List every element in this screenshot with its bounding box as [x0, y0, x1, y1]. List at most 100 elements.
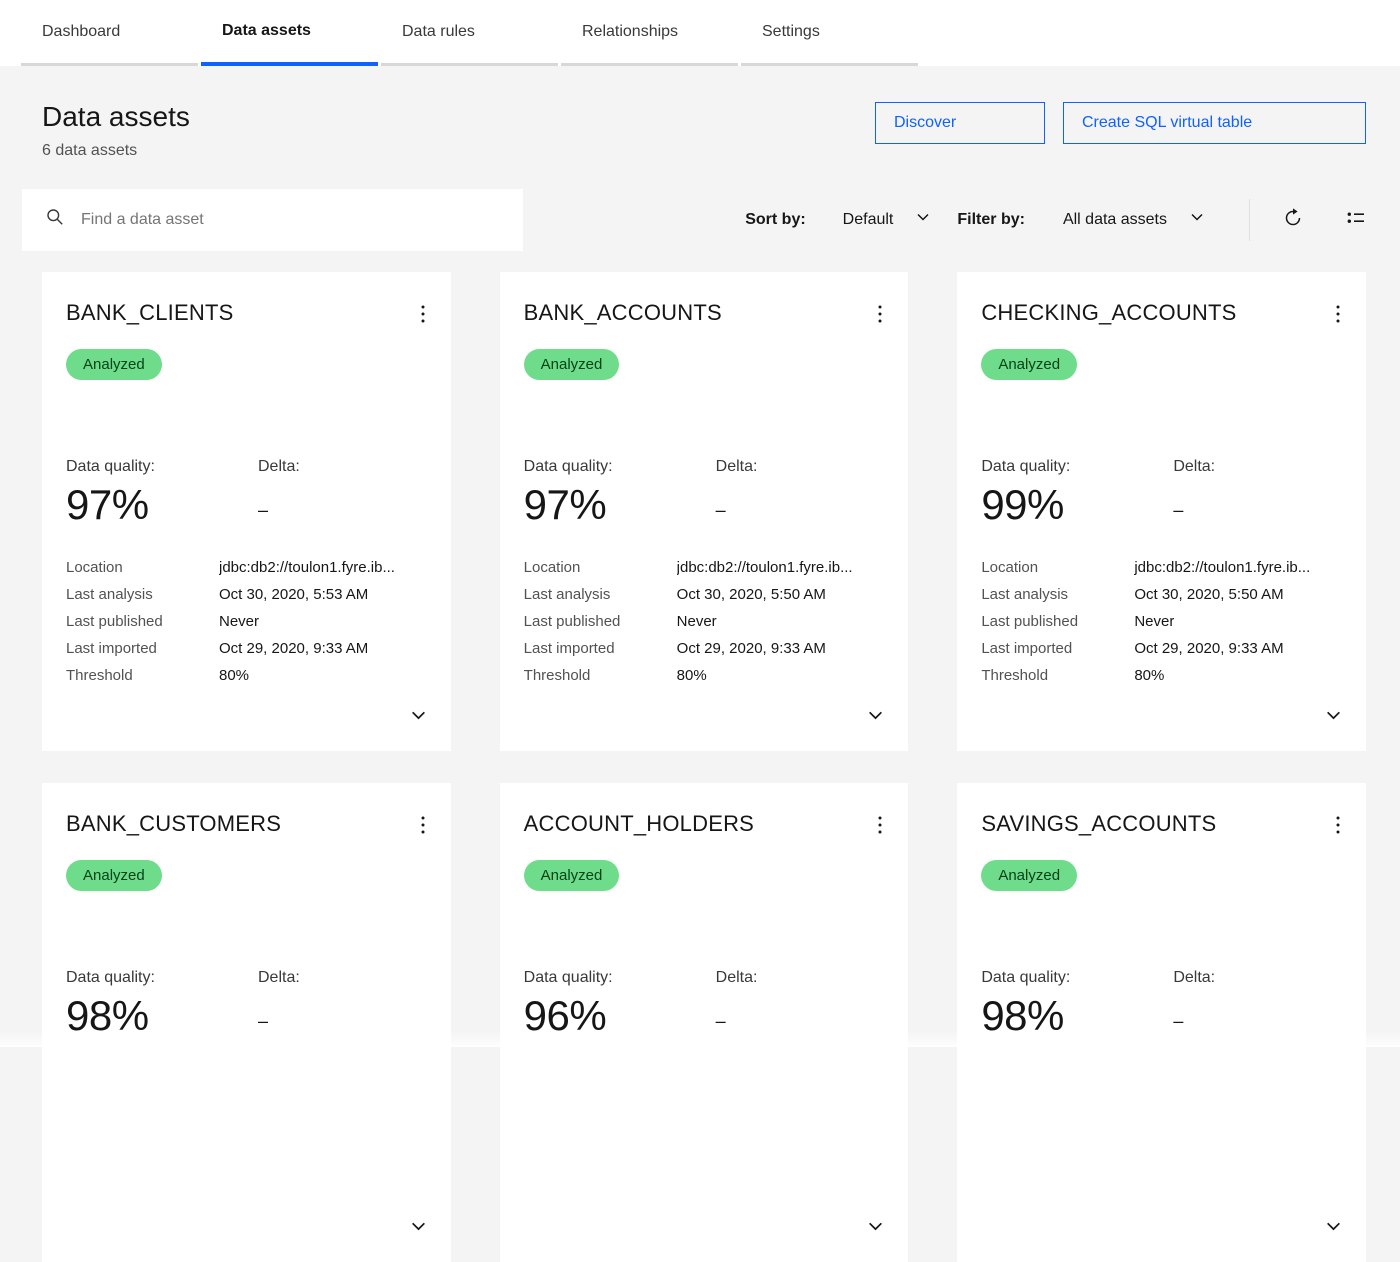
metadata-value: 80% [1134, 666, 1165, 684]
overflow-menu-icon [878, 305, 882, 327]
expand-card-button[interactable] [1323, 705, 1344, 729]
overflow-menu-icon [878, 816, 882, 838]
delta-value: – [1173, 1010, 1184, 1031]
tab-relationships[interactable]: Relationships [561, 0, 738, 66]
refresh-button[interactable] [1282, 207, 1304, 232]
delta-label: Delta: [1173, 968, 1216, 986]
discover-button[interactable]: Discover [875, 102, 1045, 144]
metadata-label: Last published [66, 612, 163, 630]
data-quality-value: 96% [523, 991, 607, 1039]
data-quality-block: Data quality: 98% [66, 969, 258, 1037]
data-quality-block: Data quality: 97% [524, 458, 716, 526]
data-quality-block: Data quality: 96% [524, 969, 716, 1037]
data-quality-label: Data quality: [523, 457, 613, 475]
metadata-row: Threshold 80% [981, 662, 1342, 689]
data-asset-card: BANK_ACCOUNTS Analyzed Data quality: 97 [499, 271, 909, 751]
data-quality-value: 99% [981, 480, 1064, 528]
tab-dashboard[interactable]: Dashboard [21, 0, 198, 66]
metadata-row: Last published Never [981, 608, 1342, 635]
metadata-label: Last analysis [981, 585, 1069, 603]
metadata-value: jdbc:db2://toulon1.fyre.ib... [1134, 558, 1311, 576]
expand-card-button[interactable] [408, 705, 429, 729]
delta-block: Delta: – [716, 458, 758, 526]
metadata-list: Location jdbc:db2://toulon1.fyre.ib... L… [981, 554, 1342, 689]
search-input[interactable] [79, 209, 507, 230]
metadata-row: Last published Never [524, 608, 885, 635]
header-actions: Discover Create SQL virtual table [875, 102, 1366, 144]
data-asset-name[interactable]: BANK_CUSTOMERS [66, 810, 282, 836]
data-asset-name[interactable]: CHECKING_ACCOUNTS [981, 299, 1237, 325]
overflow-menu-button[interactable] [876, 811, 884, 842]
data-quality-value: 97% [523, 480, 607, 528]
delta-block: Delta: – [1173, 969, 1215, 1037]
data-quality-label: Data quality: [66, 457, 155, 475]
list-view-toggle-button[interactable] [1346, 208, 1366, 231]
metadata-value: Oct 29, 2020, 9:33 AM [676, 639, 826, 657]
delta-block: Delta: – [258, 458, 300, 526]
metadata-row: Threshold 80% [524, 662, 885, 689]
metadata-list: Location jdbc:db2://toulon1.fyre.ib... L… [66, 554, 427, 689]
overflow-menu-icon [1336, 816, 1340, 838]
delta-label: Delta: [258, 457, 300, 475]
chevron-down-icon [410, 1222, 427, 1238]
status-badge: Analyzed [981, 348, 1078, 380]
card-header: CHECKING_ACCOUNTS [981, 300, 1342, 331]
asset-count: 6 data assets [42, 141, 138, 159]
metadata-value: Never [676, 612, 717, 630]
data-asset-card: SAVINGS_ACCOUNTS Analyzed Data quality: [957, 782, 1366, 1262]
metadata-label: Last imported [66, 639, 157, 657]
expand-card-button[interactable] [865, 705, 886, 729]
metadata-value: jdbc:db2://toulon1.fyre.ib... [676, 558, 853, 576]
card-header: SAVINGS_ACCOUNTS [981, 811, 1342, 842]
tab-data-rules[interactable]: Data rules [381, 0, 558, 66]
filter-by-label: Filter by: [957, 210, 1025, 228]
quality-section: Data quality: 99% Delta: – [981, 458, 1342, 526]
quality-section: Data quality: 96% Delta: – [524, 969, 885, 1037]
chevron-down-icon [915, 209, 931, 230]
status-badge: Analyzed [66, 348, 162, 380]
expand-card-button[interactable] [865, 1216, 886, 1240]
metadata-row: Threshold 80% [66, 662, 427, 689]
overflow-menu-button[interactable] [1334, 300, 1342, 331]
metadata-label: Last imported [981, 639, 1073, 657]
sort-dropdown[interactable]: Default [843, 209, 932, 230]
tab-data-assets[interactable]: Data assets [201, 0, 378, 66]
data-asset-name[interactable]: SAVINGS_ACCOUNTS [981, 810, 1217, 836]
metadata-row: Last published Never [66, 608, 427, 635]
filter-dropdown-value: All data assets [1062, 210, 1167, 228]
delta-value: – [258, 1010, 269, 1031]
data-quality-value: 97% [66, 480, 149, 528]
overflow-menu-button[interactable] [876, 300, 884, 331]
expand-card-button[interactable] [408, 1216, 429, 1240]
chevron-down-icon [1325, 711, 1342, 727]
overflow-menu-button[interactable] [419, 811, 427, 842]
filter-dropdown[interactable]: All data assets [1063, 209, 1205, 230]
refresh-icon [1282, 207, 1304, 232]
expand-card-button[interactable] [1323, 1216, 1344, 1240]
metadata-value: Oct 30, 2020, 5:50 AM [1134, 585, 1284, 603]
overflow-menu-button[interactable] [419, 300, 427, 331]
data-asset-name[interactable]: BANK_ACCOUNTS [523, 299, 722, 325]
metadata-label: Location [523, 558, 581, 576]
data-asset-name[interactable]: ACCOUNT_HOLDERS [523, 810, 755, 836]
tab-settings[interactable]: Settings [741, 0, 918, 66]
data-quality-block: Data quality: 98% [981, 969, 1173, 1037]
metadata-value: Never [219, 612, 260, 630]
data-asset-name[interactable]: BANK_CLIENTS [66, 299, 234, 325]
card-header: BANK_CUSTOMERS [66, 811, 427, 842]
toolbar-controls: Sort by: Default Filter by: All data ass… [745, 198, 1366, 241]
metadata-row: Last analysis Oct 30, 2020, 5:50 AM [524, 581, 885, 608]
status-badge: Analyzed [523, 348, 620, 380]
create-sql-virtual-table-button[interactable]: Create SQL virtual table [1063, 102, 1366, 144]
delta-label: Delta: [1173, 457, 1216, 475]
metadata-label: Threshold [66, 666, 133, 684]
list-view-icon [1346, 208, 1366, 231]
toolbar: Sort by: Default Filter by: All data ass… [0, 188, 1400, 251]
data-quality-label: Data quality: [523, 968, 613, 986]
metadata-label: Last analysis [523, 585, 611, 603]
overflow-menu-button[interactable] [1334, 811, 1342, 842]
metadata-label: Threshold [523, 666, 591, 684]
metadata-label: Location [981, 558, 1039, 576]
overflow-menu-icon [421, 305, 425, 327]
data-asset-card: BANK_CLIENTS Analyzed Data quality: 97% [42, 271, 451, 751]
